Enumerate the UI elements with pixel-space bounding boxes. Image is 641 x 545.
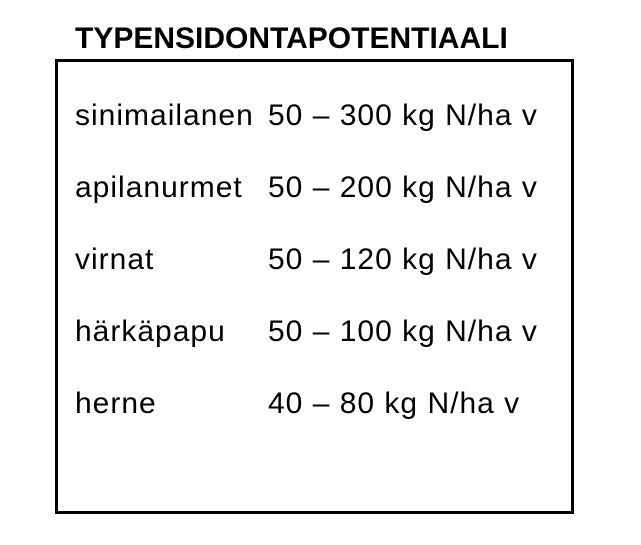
- crop-name: apilanurmet: [75, 171, 243, 204]
- page-title: TYPENSIDONTAPOTENTIAALI: [75, 22, 508, 55]
- table-row: herne 40 – 80 kg N/ha v: [75, 368, 571, 440]
- nitrogen-range: 50 – 120 kg N/ha v: [268, 243, 538, 276]
- crop-name: härkäpapu: [75, 315, 226, 348]
- crop-name: herne: [75, 387, 157, 420]
- crop-name: virnat: [75, 243, 155, 276]
- nitrogen-range: 50 – 100 kg N/ha v: [268, 315, 538, 348]
- content-box: sinimailanen 50 – 300 kg N/ha v apilanur…: [55, 59, 574, 514]
- table-row: virnat 50 – 120 kg N/ha v: [75, 224, 571, 296]
- crop-name: sinimailanen: [75, 99, 254, 132]
- table-row: apilanurmet 50 – 200 kg N/ha v: [75, 152, 571, 224]
- nitrogen-range: 40 – 80 kg N/ha v: [268, 387, 521, 420]
- nitrogen-range: 50 – 300 kg N/ha v: [268, 99, 538, 132]
- nitrogen-range: 50 – 200 kg N/ha v: [268, 171, 538, 204]
- table-row: härkäpapu 50 – 100 kg N/ha v: [75, 296, 571, 368]
- table-row: sinimailanen 50 – 300 kg N/ha v: [75, 80, 571, 152]
- crop-table: sinimailanen 50 – 300 kg N/ha v apilanur…: [75, 80, 571, 440]
